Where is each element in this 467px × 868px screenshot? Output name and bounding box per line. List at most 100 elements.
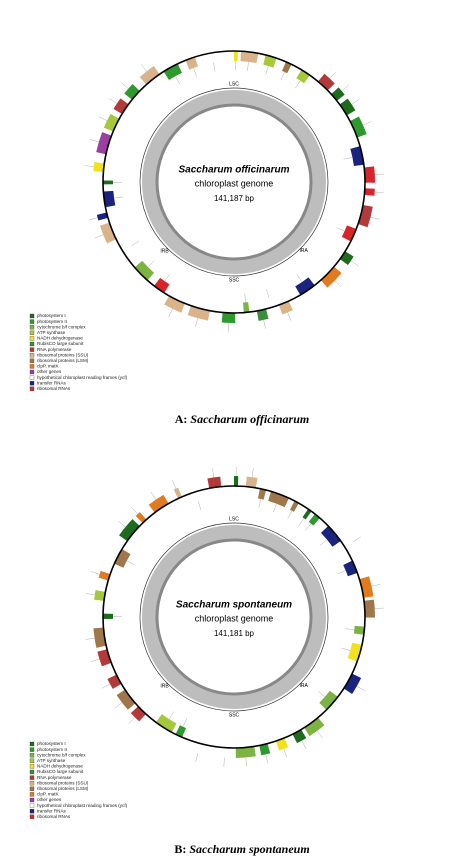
- gene-tick: [114, 196, 124, 199]
- gene-block: [308, 514, 320, 526]
- gene-block: [94, 590, 106, 601]
- gene-block: [364, 166, 375, 183]
- legend-swatch: [29, 358, 35, 363]
- legend-label: ribosomal proteins (SSU): [37, 780, 89, 785]
- legend-swatch: [29, 786, 35, 791]
- legend-label: ribosomal proteins (LSM): [37, 786, 89, 791]
- legend-swatch: [29, 781, 35, 786]
- gene-tick: [245, 757, 247, 767]
- gene-tick: [353, 536, 361, 542]
- legend-swatch: [29, 341, 35, 347]
- gene-block: [289, 500, 299, 512]
- legend-swatch: [29, 747, 35, 752]
- gene-tick: [247, 61, 249, 71]
- gene-tick: [121, 82, 129, 89]
- legend-label: NADH dehydrogenase: [37, 336, 83, 341]
- region-label: IRA: [300, 248, 309, 254]
- gene-tick: [296, 274, 303, 283]
- gene-block: [148, 494, 169, 513]
- gene-block: [189, 490, 204, 504]
- legend-label: photosystem II: [37, 747, 67, 752]
- legend-swatch: [29, 809, 35, 814]
- gene-block: [103, 113, 120, 132]
- gene-tick: [266, 289, 270, 298]
- gene-tick: [90, 658, 100, 662]
- gene-block: [320, 525, 341, 547]
- gene-tick: [193, 67, 197, 77]
- legend-swatch: [29, 386, 35, 391]
- legend-swatch: [29, 803, 35, 808]
- gene-block: [187, 305, 210, 321]
- gene-tick: [223, 757, 225, 767]
- gene-tick: [287, 312, 292, 321]
- gene-tick: [337, 570, 346, 575]
- gene-tick: [263, 319, 266, 329]
- legend-label: RNA polymerase: [37, 775, 72, 780]
- legend-swatch: [29, 336, 35, 341]
- genome-circle: [102, 485, 366, 749]
- legend-swatch: [29, 814, 35, 819]
- gene-tick: [319, 539, 328, 546]
- gene-tick: [195, 753, 199, 763]
- legend-swatch: [29, 381, 35, 386]
- gene-tick: [90, 571, 100, 575]
- genome-map: LSC IRA SSC IRB Saccharum spontaneum chloropl…: [85, 467, 384, 767]
- species-title: Saccharum spontaneum: [176, 600, 292, 611]
- gene-block: [155, 714, 177, 733]
- gene-tick: [283, 748, 288, 758]
- gene-block: [134, 260, 155, 281]
- legend-label: ribosomal RNAs: [37, 386, 71, 391]
- gene-block: [359, 576, 374, 598]
- gene-block: [124, 84, 140, 100]
- gene-tick: [351, 99, 360, 105]
- legend-swatch: [29, 313, 35, 319]
- gene-block: [317, 73, 335, 91]
- gene-tick: [305, 523, 312, 531]
- gene-block: [343, 538, 355, 550]
- gene-block: [130, 706, 146, 722]
- legend-swatch: [29, 753, 35, 758]
- gene-block: [98, 570, 111, 581]
- gene-block: [343, 560, 358, 577]
- gene-block: [292, 729, 307, 744]
- gene-block: [266, 297, 275, 309]
- gene-tick: [336, 227, 345, 232]
- gene-tick: [98, 116, 108, 121]
- gene-block: [97, 649, 112, 667]
- gene-tick: [334, 280, 342, 288]
- gene-block: [154, 277, 170, 293]
- legend-label: photosystem I: [37, 313, 66, 318]
- caption-species: Saccharum officinarum: [190, 412, 309, 426]
- gene-tick: [343, 157, 353, 160]
- legend-label: ATP synthase: [37, 330, 66, 335]
- gene-block: [281, 61, 292, 74]
- gc-ring-inner: [155, 103, 313, 261]
- gene-block: [263, 54, 277, 68]
- gene-tick: [131, 507, 138, 515]
- gene-block: [268, 491, 289, 508]
- gene-block: [331, 87, 345, 101]
- gene-block: [363, 599, 375, 618]
- gene-block: [218, 747, 231, 758]
- legend-swatch: [29, 792, 35, 797]
- gene-tick: [374, 192, 384, 194]
- gene-block: [164, 295, 185, 313]
- genome-circle: [102, 50, 366, 314]
- gene-tick: [140, 64, 147, 72]
- gene-block: [175, 725, 187, 738]
- legend-label: hypothetical chloroplast reading frames …: [37, 375, 128, 380]
- gene-block: [173, 487, 182, 499]
- legend-label: photosystem I: [37, 741, 66, 746]
- gene-tick: [265, 754, 268, 764]
- gene-tick: [85, 593, 95, 596]
- caption: A: Saccharum officinarum: [175, 412, 309, 426]
- gene-tick: [88, 217, 98, 221]
- gene-block: [107, 674, 122, 689]
- gene-tick: [147, 260, 155, 268]
- gene-block: [119, 239, 136, 258]
- gene-tick: [85, 637, 95, 640]
- legend-swatch: [29, 797, 35, 803]
- gene-block: [278, 301, 293, 315]
- gene-tick: [131, 240, 140, 247]
- gene-tick: [280, 72, 285, 81]
